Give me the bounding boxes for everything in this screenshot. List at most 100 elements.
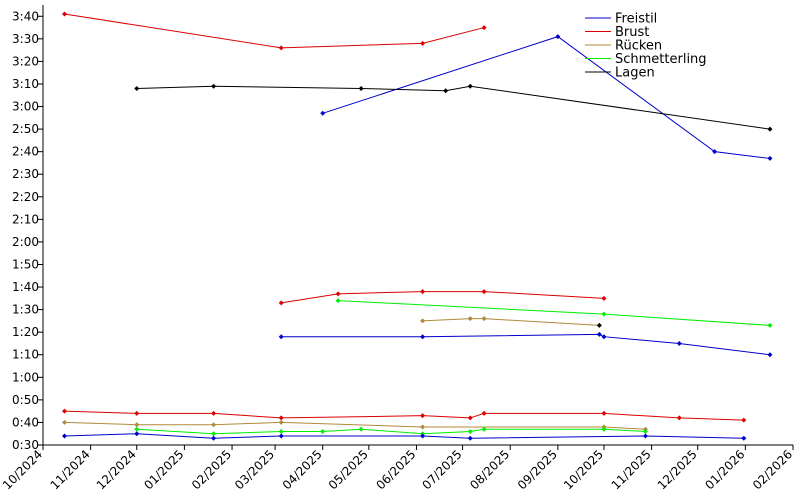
series-lagen <box>134 83 773 132</box>
data-point <box>134 426 140 432</box>
data-point <box>642 433 648 439</box>
series-line <box>322 36 771 159</box>
data-point <box>467 316 473 322</box>
x-tick-label: 01/2026 <box>702 447 747 492</box>
data-point <box>467 83 473 89</box>
y-tick-label: 3:10 <box>12 77 39 91</box>
x-tick-label: 11/2024 <box>48 447 93 492</box>
y-tick-label: 1:20 <box>12 325 39 339</box>
legend-label: Schmetterling <box>615 52 707 67</box>
y-tick-label: 3:00 <box>12 100 39 114</box>
data-point <box>767 155 773 161</box>
data-point <box>211 410 217 416</box>
x-tick-label: 10/2025 <box>561 447 606 492</box>
series-line <box>64 421 646 430</box>
legend-label: Brust <box>615 25 649 40</box>
y-tick-label: 1:10 <box>12 348 39 362</box>
data-point <box>420 424 426 430</box>
series-line <box>422 318 600 326</box>
data-point <box>211 422 217 428</box>
data-point <box>767 322 773 328</box>
data-point <box>358 426 364 432</box>
data-point <box>278 419 284 425</box>
x-tick-label: 03/2025 <box>232 447 277 492</box>
data-point <box>443 88 449 94</box>
x-tick-label: 08/2025 <box>467 447 512 492</box>
series-line <box>338 300 770 326</box>
series-rücken <box>420 316 602 328</box>
legend-label: Rücken <box>615 39 662 54</box>
x-tick-label: 04/2025 <box>280 447 325 492</box>
series-lagen <box>596 322 602 328</box>
y-tick-label: 2:00 <box>12 235 39 249</box>
data-point <box>555 34 561 40</box>
x-tick-label: 11/2025 <box>609 447 654 492</box>
series-freistil <box>278 331 773 358</box>
series-line <box>64 13 485 49</box>
data-point <box>481 289 487 295</box>
x-tick-label: 09/2025 <box>515 447 560 492</box>
series-line <box>64 433 744 439</box>
data-point <box>278 334 284 340</box>
series-line <box>281 333 771 356</box>
data-point <box>134 410 140 416</box>
axes: 0:30 0:40 0:50 1:00 1:10 1:20 1:30 1:40 1:50 2:00… <box>0 5 795 492</box>
series-freistil <box>62 431 747 441</box>
data-point <box>420 289 426 295</box>
y-tick-label: 0:30 <box>12 438 39 452</box>
data-point <box>134 431 140 437</box>
y-tick-label: 0:50 <box>12 393 39 407</box>
data-point <box>335 291 341 297</box>
data-point <box>278 428 284 434</box>
y-tick-label: 3:20 <box>12 54 39 68</box>
series-line <box>136 428 646 435</box>
legend-item: Brust <box>585 25 649 40</box>
data-point <box>601 295 607 301</box>
data-point <box>420 318 426 324</box>
data-point <box>335 298 341 304</box>
series-brust <box>62 11 487 51</box>
series-schmetterling <box>335 298 773 328</box>
data-point <box>320 428 326 434</box>
x-tick-label: 12/2025 <box>655 447 700 492</box>
legend-item: Lagen <box>585 66 655 81</box>
y-tick-label: 2:50 <box>12 122 39 136</box>
y-tick-label: 2:40 <box>12 145 39 159</box>
data-point <box>481 410 487 416</box>
y-tick-label: 0:40 <box>12 415 39 429</box>
data-point <box>741 435 747 441</box>
x-tick-label: 07/2025 <box>420 447 465 492</box>
data-point <box>642 428 648 434</box>
legend-label: Lagen <box>615 66 655 81</box>
data-point <box>712 149 718 155</box>
legend-item: Schmetterling <box>585 52 707 67</box>
data-point <box>211 83 217 89</box>
series-schmetterling <box>134 426 648 437</box>
series-line <box>136 85 771 130</box>
data-point <box>467 415 473 421</box>
data-point <box>596 322 602 328</box>
data-point <box>676 415 682 421</box>
data-point <box>767 126 773 132</box>
data-point <box>420 334 426 340</box>
data-point <box>601 410 607 416</box>
data-point <box>420 413 426 419</box>
y-tick-label: 1:30 <box>12 303 39 317</box>
data-point <box>320 110 326 116</box>
y-tick-label: 3:40 <box>12 9 39 23</box>
data-point <box>420 40 426 46</box>
data-point <box>467 435 473 441</box>
y-tick-label: 2:10 <box>12 212 39 226</box>
data-point <box>601 311 607 317</box>
series-layer <box>62 11 773 441</box>
data-point <box>278 300 284 306</box>
data-point <box>601 334 607 340</box>
data-point <box>767 352 773 358</box>
x-tick-label: 12/2024 <box>94 447 139 492</box>
data-point <box>481 316 487 322</box>
data-point <box>278 415 284 421</box>
data-point <box>676 340 682 346</box>
y-tick-label: 2:30 <box>12 167 39 181</box>
series-freistil <box>320 34 773 161</box>
